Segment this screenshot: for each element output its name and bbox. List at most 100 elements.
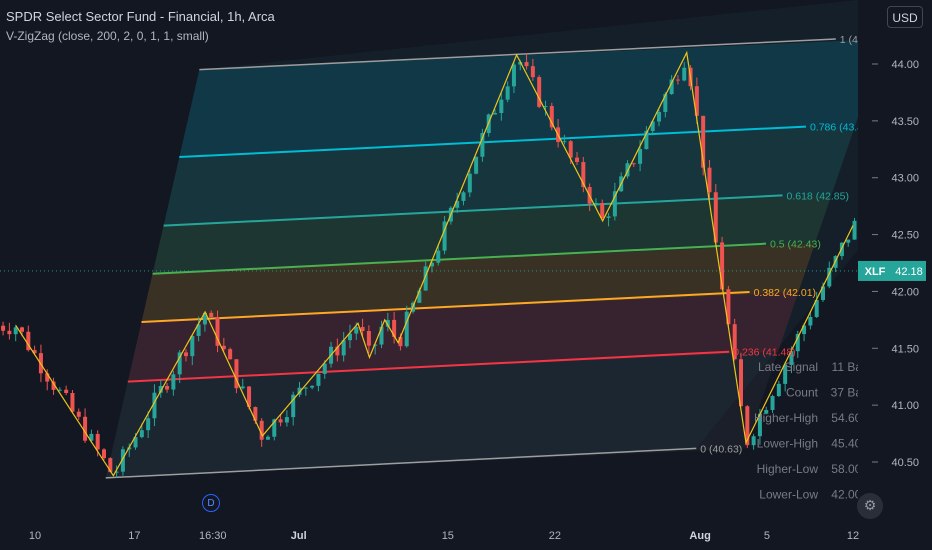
fib-level-line bbox=[199, 38, 836, 71]
indicator-legend[interactable]: V-ZigZag (close, 200, 2, 0, 1, 1, small) bbox=[6, 29, 209, 43]
candle-body bbox=[57, 389, 62, 391]
price-tick-label: 42.00 bbox=[891, 286, 919, 298]
time-tick-label: 17 bbox=[128, 530, 140, 542]
settings-icon[interactable]: ⚙ bbox=[857, 493, 883, 519]
candle-body bbox=[455, 200, 460, 208]
candle-body bbox=[852, 220, 857, 240]
candle-body bbox=[183, 352, 188, 357]
candle-body bbox=[360, 327, 365, 332]
candle-body bbox=[284, 417, 289, 423]
candle-body bbox=[732, 324, 737, 360]
candle-body bbox=[310, 385, 315, 388]
candle-body bbox=[625, 163, 630, 177]
fib-band bbox=[127, 291, 799, 382]
fib-level-line bbox=[105, 447, 697, 479]
candle-body bbox=[114, 471, 119, 473]
candle-body bbox=[146, 418, 151, 431]
candle-body bbox=[505, 86, 510, 100]
candle-body bbox=[64, 389, 69, 394]
candle-body bbox=[783, 364, 788, 384]
candle-body bbox=[442, 221, 447, 251]
candle-body bbox=[776, 383, 781, 397]
fib-band bbox=[105, 351, 779, 478]
time-tick-label: Aug bbox=[689, 530, 710, 542]
price-tick-label: 41.00 bbox=[891, 400, 919, 412]
candle-body bbox=[461, 192, 466, 201]
fib-band bbox=[179, 38, 885, 158]
candle-body bbox=[568, 141, 573, 158]
candle-body bbox=[215, 317, 220, 346]
candle-body bbox=[379, 326, 384, 345]
candle-body bbox=[366, 331, 371, 346]
price-tick-label: 42.50 bbox=[891, 230, 919, 242]
candle-body bbox=[499, 99, 504, 114]
time-tick-label: 5 bbox=[764, 530, 770, 542]
price-tick-label: 41.50 bbox=[891, 343, 919, 355]
candle-body bbox=[322, 363, 327, 374]
candle-body bbox=[493, 113, 498, 115]
candle-body bbox=[139, 430, 144, 438]
candle-body bbox=[398, 336, 403, 347]
candle-body bbox=[518, 62, 523, 65]
candle-body bbox=[631, 163, 636, 165]
candle-body bbox=[770, 396, 775, 410]
price-tick-label: 43.00 bbox=[891, 173, 919, 185]
candle-body bbox=[303, 387, 308, 389]
time-tick-label: 15 bbox=[442, 530, 454, 542]
fib-level-label: 0 (40.63) bbox=[700, 443, 742, 455]
candle-body bbox=[474, 156, 479, 174]
candle-body bbox=[757, 413, 762, 437]
fib-band bbox=[152, 195, 832, 274]
candle-body bbox=[600, 203, 605, 218]
fib-level-label: 0.618 (42.85) bbox=[787, 190, 849, 202]
candle-body bbox=[26, 331, 31, 351]
candle-body bbox=[272, 419, 277, 437]
candle-body bbox=[530, 66, 535, 78]
candle-body bbox=[751, 436, 756, 446]
candle-body bbox=[228, 349, 233, 360]
price-tick-label: 44.00 bbox=[891, 59, 919, 71]
fib-bands bbox=[105, 0, 885, 478]
dividend-event-marker[interactable]: D bbox=[202, 494, 220, 512]
zigzag bbox=[15, 50, 854, 477]
candle-body bbox=[657, 112, 662, 122]
candle-body bbox=[316, 373, 321, 386]
candle-body bbox=[543, 106, 548, 108]
symbol-tag: XLF bbox=[865, 266, 886, 278]
time-tick-label: 22 bbox=[549, 530, 561, 542]
candle-body bbox=[663, 94, 668, 113]
candle-body bbox=[537, 77, 542, 107]
candle-body bbox=[745, 406, 750, 446]
candle-body bbox=[707, 167, 712, 193]
candle-body bbox=[101, 449, 106, 459]
candle-body bbox=[423, 266, 428, 291]
candle-body bbox=[814, 299, 819, 317]
price-tick-label: 43.50 bbox=[891, 116, 919, 128]
fib-level-label: 0.786 (43.46) bbox=[810, 122, 872, 134]
candle-body bbox=[581, 162, 586, 188]
candle-body bbox=[76, 411, 81, 417]
currency-button[interactable]: USD bbox=[887, 6, 923, 28]
stats-label: Higher-High bbox=[754, 411, 818, 425]
candle-body bbox=[20, 327, 25, 332]
candle-body bbox=[562, 141, 567, 143]
candle-body bbox=[259, 420, 264, 440]
symbol-title[interactable]: SPDR Select Sector Fund - Financial, 1h,… bbox=[6, 9, 275, 24]
candle-body bbox=[1, 325, 6, 331]
candle-body bbox=[95, 433, 100, 450]
candle-body bbox=[789, 351, 794, 365]
fib-level-label: 0.5 (42.43) bbox=[770, 239, 821, 251]
candle-body bbox=[171, 374, 176, 390]
candle-body bbox=[720, 242, 725, 290]
candle-body bbox=[808, 316, 813, 326]
candle-body bbox=[511, 64, 516, 87]
candle-body bbox=[467, 173, 472, 193]
candle-body bbox=[196, 324, 201, 336]
zigzag-line bbox=[15, 50, 854, 477]
candle-body bbox=[549, 106, 554, 128]
last-price-bg bbox=[892, 260, 926, 281]
candle-body bbox=[820, 286, 825, 300]
last-price-label: 42.18 bbox=[895, 266, 923, 278]
